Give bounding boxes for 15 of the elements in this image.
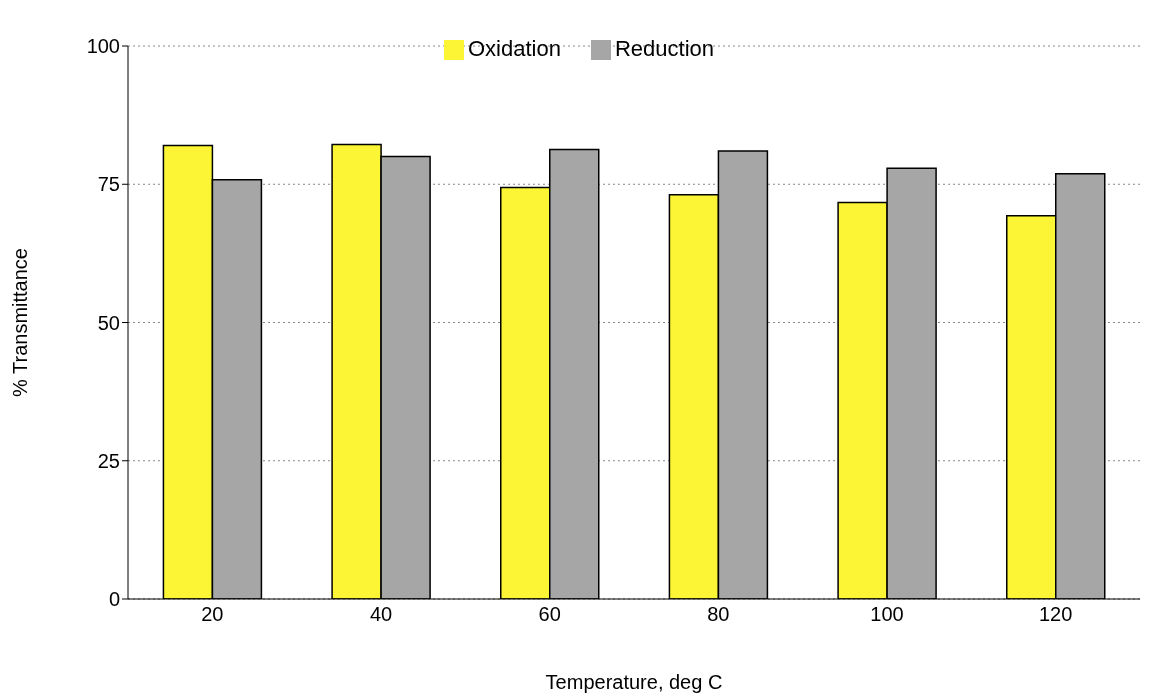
- legend-label: Reduction: [614, 36, 715, 61]
- y-tick-label: 25: [97, 449, 120, 472]
- y-axis-title: % Transmittance: [9, 248, 32, 397]
- legend-label: Oxidation: [467, 36, 561, 61]
- y-tick-label: 75: [97, 173, 120, 196]
- x-tick-label: 120: [1038, 603, 1073, 626]
- x-tick-label: 60: [538, 603, 561, 626]
- x-tick-label: 40: [369, 603, 393, 626]
- y-tick-label: 100: [86, 35, 120, 58]
- x-tick-label: 100: [870, 603, 904, 626]
- x-axis-title: Temperature, deg C: [545, 671, 723, 693]
- y-tick-label: 50: [97, 311, 120, 334]
- y-tick-label: 0: [108, 588, 120, 611]
- x-tick-label: 20: [201, 603, 224, 626]
- x-tick-label: 80: [707, 603, 730, 626]
